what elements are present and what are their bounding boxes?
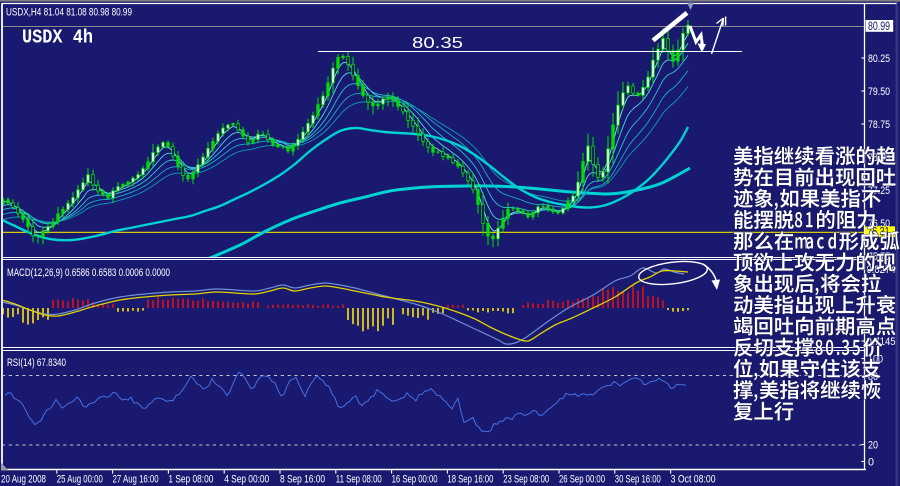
svg-text:USDX,H4 81.04 81.08 80.98 80.: USDX,H4 81.04 81.08 80.98 80.99 <box>6 6 132 18</box>
svg-text:USDX 4h: USDX 4h <box>22 27 93 49</box>
svg-text:25 Aug 00:00: 25 Aug 00:00 <box>57 474 103 486</box>
svg-text:16 Sep 00:00: 16 Sep 00:00 <box>392 474 438 486</box>
svg-text:20 Aug 2008: 20 Aug 2008 <box>1 474 46 486</box>
svg-text:80: 80 <box>868 371 878 383</box>
svg-text:11 Sep 08:00: 11 Sep 08:00 <box>336 474 382 486</box>
svg-text:80.99: 80.99 <box>868 21 890 33</box>
svg-text:79.50: 79.50 <box>868 86 890 98</box>
svg-text:30 Sep 16:00: 30 Sep 16:00 <box>615 474 661 486</box>
svg-text:18 Sep 16:00: 18 Sep 16:00 <box>447 474 493 486</box>
svg-text:8 Sep 16:00: 8 Sep 16:00 <box>280 474 325 486</box>
svg-text:1 Sep 08:00: 1 Sep 08:00 <box>168 474 213 486</box>
svg-text:0: 0 <box>868 457 874 469</box>
svg-text:23 Sep 08:00: 23 Sep 08:00 <box>503 474 549 486</box>
svg-text:MACD(12,26,9) 0.6586 0.6583 0.: MACD(12,26,9) 0.6586 0.6583 0.0006 0.000… <box>7 267 170 279</box>
svg-text:3 Oct 08:00: 3 Oct 08:00 <box>671 474 716 486</box>
svg-text:27 Aug 16:00: 27 Aug 16:00 <box>113 474 159 486</box>
svg-text:80.35: 80.35 <box>412 35 463 52</box>
svg-text:80.25: 80.25 <box>868 53 890 65</box>
svg-text:4 Sep 00:00: 4 Sep 00:00 <box>224 474 269 486</box>
svg-text:RSI(14) 67.8340: RSI(14) 67.8340 <box>7 357 66 369</box>
svg-text:20: 20 <box>868 440 878 452</box>
svg-text:26 Sep 00:00: 26 Sep 00:00 <box>559 474 605 486</box>
svg-text:78.75: 78.75 <box>868 119 890 131</box>
